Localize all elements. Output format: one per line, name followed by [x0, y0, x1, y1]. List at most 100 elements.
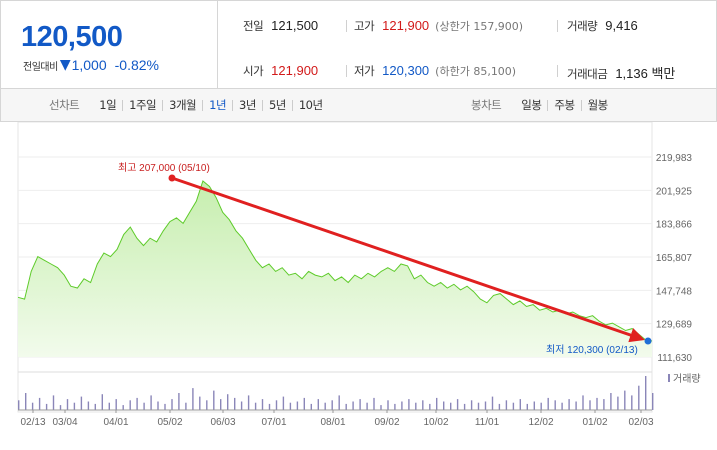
high-value: 121,900: [382, 18, 430, 33]
volume-bar: [317, 399, 319, 410]
volume-bar: [498, 403, 501, 410]
volume-bar: [240, 401, 243, 410]
volume-bar: [261, 399, 264, 410]
tab-daily[interactable]: 일봉: [521, 98, 542, 112]
volume-bar: [136, 397, 138, 410]
volume-bar: [610, 393, 612, 410]
divider: [232, 99, 234, 111]
y-tick-label: 165,807: [656, 253, 693, 264]
volume-bar: [45, 403, 48, 410]
tab-10y[interactable]: 10년: [298, 98, 323, 112]
volume-bar: [94, 403, 96, 410]
tab-1d[interactable]: 1일: [99, 98, 117, 112]
volume-bar: [505, 400, 508, 410]
divider: [346, 20, 347, 32]
low-marker: [644, 337, 652, 345]
x-tick-label: 08/01: [320, 417, 345, 428]
volume-bar: [289, 402, 292, 410]
volume-bars: [18, 371, 654, 411]
low-price: 저가 120,300 (하한가 85,100): [354, 63, 516, 79]
volume-bar: [310, 403, 312, 410]
volume-bar: [366, 402, 368, 410]
volume-bar: [164, 403, 166, 410]
volume-bar: [275, 400, 278, 410]
volume-bar: [463, 403, 466, 410]
volume-bar: [247, 395, 250, 410]
volume-bar: [359, 399, 361, 410]
tab-5y[interactable]: 5년: [268, 98, 286, 112]
volume-bar: [234, 397, 236, 410]
volume-bar: [129, 400, 131, 410]
volume-value: 9,416: [605, 18, 638, 33]
volume: 거래량 9,416: [567, 18, 638, 34]
high-marker: [168, 174, 176, 182]
volume-bar: [526, 403, 528, 410]
volume-bar: [115, 399, 117, 410]
tab-1y[interactable]: 1년: [209, 98, 227, 112]
lower-limit: (하한가 85,100): [435, 65, 517, 78]
tab-3m[interactable]: 3개월: [169, 98, 197, 112]
x-tick-label: 01/02: [582, 417, 607, 428]
prev-close-label: 전일: [243, 19, 264, 33]
volume-bar: [352, 401, 354, 410]
divider: [291, 99, 293, 111]
volume-bar: [540, 402, 542, 410]
volume-legend-swatch: [668, 374, 670, 382]
x-tick-label: 09/02: [374, 417, 399, 428]
tab-weekly[interactable]: 주봉: [554, 98, 575, 112]
volume-bar: [484, 401, 487, 410]
x-tick-label: 10/02: [423, 417, 448, 428]
upper-limit: (상한가 157,900): [435, 20, 524, 33]
down-triangle-icon: ▼: [59, 57, 71, 73]
tab-1w[interactable]: 1주일: [129, 98, 157, 112]
change-label: 전일대비: [23, 61, 58, 73]
prev-close: 전일 121,500: [243, 18, 318, 34]
prev-close-value: 121,500: [271, 18, 319, 33]
y-tick-label: 111,630: [657, 353, 692, 364]
volume-bar: [624, 390, 626, 410]
volume-bar: [561, 402, 563, 410]
volume-bar: [80, 396, 83, 410]
trade-amount: 거래대금 1,136 백만: [567, 63, 675, 82]
stock-summary-panel: 120,500 전일대비 ▼ 1,000 -0.82% 전일 121,500 고…: [0, 0, 717, 89]
x-axis-labels: 02/13 03/04 04/01 05/02 06/03 07/01 08/01 09/02…: [20, 410, 654, 428]
tab-monthly[interactable]: 월봉: [587, 98, 609, 112]
volume-bar: [547, 397, 549, 410]
volume-bar: [450, 402, 452, 410]
price-change: 전일대비 ▼ 1,000 -0.82%: [23, 57, 159, 73]
amount-value: 1,136 백만: [615, 66, 676, 81]
volume-bar: [394, 403, 396, 410]
y-tick-label: 147,748: [656, 286, 693, 297]
candle-chart-tabs: 봉차트 일봉 주봉 월봉: [471, 89, 614, 121]
volume-bar: [282, 396, 285, 410]
volume-bar: [171, 399, 173, 410]
volume-bar: [429, 403, 431, 410]
volume-bar: [73, 402, 76, 410]
low-annotation: 최저 120,300 (02/13): [546, 344, 638, 356]
volume-bar: [401, 401, 403, 410]
volume-bar: [59, 405, 62, 410]
volume-bar: [31, 402, 34, 410]
x-tick-label: 12/02: [528, 417, 553, 428]
volume-bar: [533, 401, 535, 410]
divider: [580, 99, 582, 111]
volume-bar: [575, 401, 577, 410]
chart-tab-bar: 선차트 1일 1주일 3개월 1년 3년 5년 10년 봉차트 일봉 주봉 월봉: [0, 89, 717, 122]
change-percent: -0.82%: [114, 57, 159, 73]
volume-bar: [617, 396, 619, 410]
x-tick-label: 11/01: [475, 417, 500, 428]
volume-bar: [631, 395, 633, 410]
volume-bar: [178, 393, 180, 410]
volume-bar: [303, 397, 305, 410]
volume-bar: [456, 399, 459, 410]
low-value: 120,300: [382, 63, 430, 78]
open-label: 시가: [243, 64, 264, 78]
y-tick-label: 183,866: [656, 220, 693, 231]
divider: [547, 99, 549, 111]
tab-3y[interactable]: 3년: [239, 98, 256, 112]
volume-bar: [192, 388, 194, 410]
line-chart-tabs: 선차트 1일 1주일 3개월 1년 3년 5년 10년: [49, 89, 329, 121]
volume-bar: [185, 402, 187, 410]
volume-bar: [443, 401, 445, 410]
volume-bar: [554, 400, 556, 410]
